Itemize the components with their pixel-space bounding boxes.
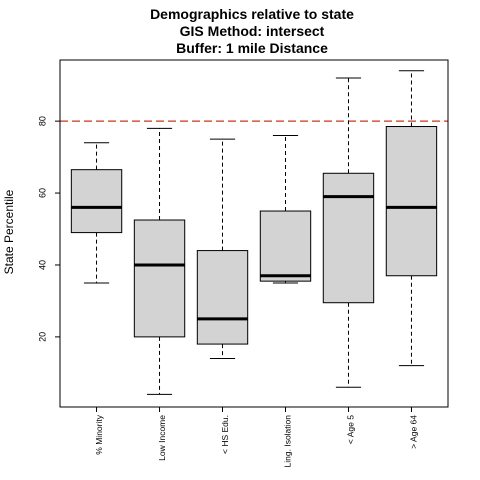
box-iqr [196,250,249,345]
x-category-label: Ling. Isolation [283,415,293,468]
y-tick-label: 40 [37,260,47,270]
y-tick-label: 20 [37,332,47,342]
box-iqr [259,210,312,282]
x-category-label: < HS Edu. [220,415,230,454]
plot-area: 20 40 60 80 % Minority Low Income < HS Edu. Lin… [37,70,448,468]
title-line-2: GIS Method: intersect [180,23,325,39]
y-tick-label: 60 [37,188,47,198]
y-axis-label: State Percentile [2,189,16,274]
chart-title: Demographics relative to state GIS Metho… [150,6,354,56]
x-category-label: % Minority [94,414,104,454]
y-tick-label: 80 [37,116,47,126]
x-category-label: > Age 64 [409,415,419,449]
title-line-1: Demographics relative to state [150,6,354,22]
box-iqr [133,219,186,338]
x-category-label: Low Income [157,415,167,461]
box-iqr [322,172,375,304]
x-category-label: < Age 5 [346,415,356,444]
title-line-3: Buffer: 1 mile Distance [176,40,328,56]
box-iqr [385,126,438,277]
box-iqr [70,169,123,234]
plot-frame [59,59,449,408]
